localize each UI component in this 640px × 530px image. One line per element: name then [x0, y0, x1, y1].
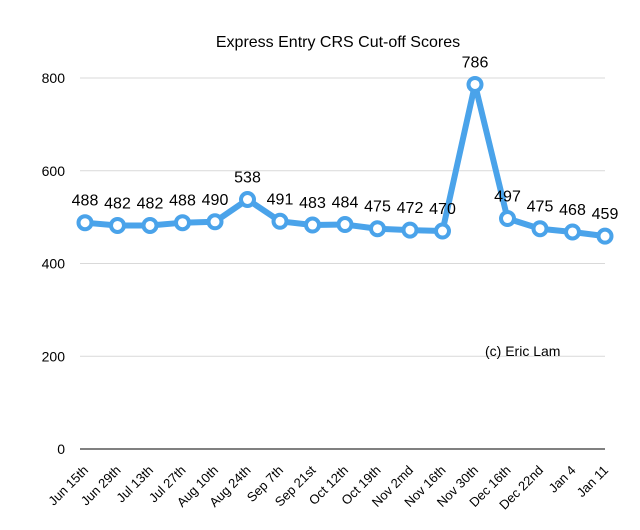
data-point — [596, 227, 614, 245]
data-label: 482 — [137, 195, 164, 212]
y-tick-label: 800 — [42, 70, 66, 86]
data-point — [239, 191, 256, 209]
x-tick-label: Jan 11 — [574, 463, 612, 501]
data-label: 482 — [104, 195, 131, 212]
data-label: 475 — [364, 199, 391, 216]
data-point — [369, 220, 386, 238]
data-label: 786 — [462, 54, 489, 71]
copyright-annotation: (c) Eric Lam — [485, 343, 560, 359]
y-axis-ticks: 0 200 400 600 800 — [42, 70, 66, 457]
data-label: 472 — [397, 200, 424, 217]
data-point — [206, 213, 224, 231]
gridlines — [80, 77, 605, 357]
data-points — [76, 75, 614, 245]
data-label: 483 — [299, 195, 326, 212]
data-label: 497 — [494, 189, 521, 206]
data-labels: 488 482 482 488 490 538 491 483 484 475 472 470 786 4… — [72, 54, 619, 223]
data-label: 491 — [267, 191, 294, 208]
data-label: 484 — [332, 195, 359, 212]
data-label: 475 — [527, 199, 554, 216]
data-point — [434, 222, 451, 240]
data-point — [336, 216, 354, 234]
data-point — [401, 221, 419, 239]
data-point — [76, 214, 94, 232]
data-label: 538 — [234, 170, 261, 187]
data-label: 490 — [202, 192, 229, 209]
data-label: 488 — [169, 193, 196, 210]
y-tick-label: 600 — [42, 163, 66, 179]
data-point — [304, 216, 321, 234]
data-label: 470 — [429, 201, 456, 218]
data-label: 459 — [592, 206, 619, 223]
y-tick-label: 200 — [42, 348, 66, 364]
data-label: 488 — [72, 193, 99, 210]
data-point — [271, 212, 289, 230]
data-point — [466, 75, 484, 93]
data-point — [499, 210, 516, 228]
chart-title: Express Entry CRS Cut-off Scores — [216, 34, 460, 51]
data-point — [109, 216, 126, 234]
data-label: 468 — [559, 202, 586, 219]
data-point — [564, 223, 581, 241]
data-point — [141, 216, 159, 234]
data-point — [174, 214, 191, 232]
y-tick-label: 400 — [42, 256, 66, 272]
data-point — [531, 220, 549, 238]
y-tick-label: 0 — [57, 441, 65, 457]
